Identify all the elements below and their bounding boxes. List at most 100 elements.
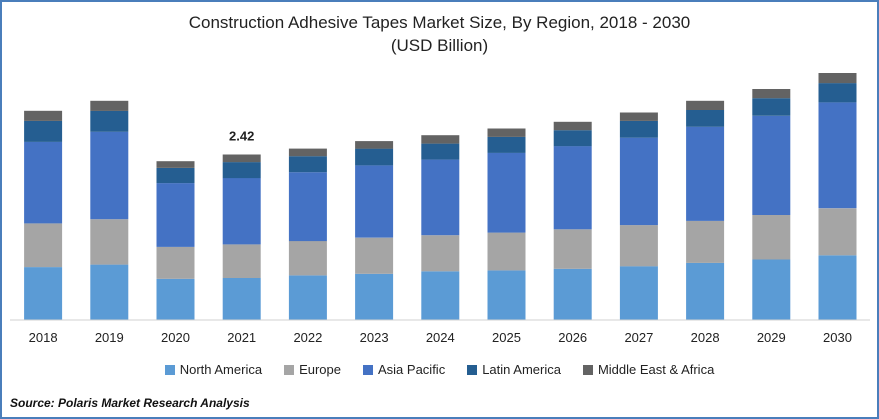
x-tick-label: 2025: [492, 330, 521, 345]
bar-segment: [288, 241, 327, 276]
bar-segment: [24, 110, 63, 121]
legend-item: North America: [164, 362, 263, 377]
x-tick-label: 2020: [161, 330, 190, 345]
bar-segment: [222, 178, 261, 245]
bar-segment: [487, 128, 526, 137]
x-tick-label: 2021: [227, 330, 256, 345]
bar-segment: [24, 223, 63, 268]
bar-segment: [818, 73, 857, 84]
bar-segment: [487, 136, 526, 153]
bar-segment: [752, 98, 791, 116]
x-tick-label: 2027: [624, 330, 653, 345]
bar-segment: [421, 235, 460, 272]
bar-segment: [686, 220, 725, 263]
bar-segment: [288, 275, 327, 320]
x-tick-label: 2022: [293, 330, 322, 345]
legend-item: Latin America: [467, 362, 561, 377]
legend-label: North America: [179, 362, 263, 377]
x-tick-label: 2024: [426, 330, 455, 345]
chart-legend: North America Europe Asia Pacific Latin Ame…: [2, 362, 877, 377]
legend-swatch: [582, 364, 593, 375]
bar-segment: [619, 266, 658, 320]
bar-segment: [222, 154, 261, 163]
bar-segment: [156, 168, 195, 184]
bar-segment: [818, 208, 857, 256]
bar-segment: [90, 219, 129, 265]
bar-segment: [90, 264, 129, 320]
bar-segment: [156, 246, 195, 279]
bar-segment: [686, 126, 725, 221]
bar-segment: [487, 232, 526, 271]
bar-segment: [818, 83, 857, 103]
bar-segment: [686, 262, 725, 320]
data-label: 2.42: [229, 129, 254, 144]
legend-item: Asia Pacific: [363, 362, 445, 377]
x-tick-label: 2030: [823, 330, 852, 345]
legend-label: Asia Pacific: [378, 362, 446, 377]
bar-segment: [752, 115, 791, 215]
bar-segment: [156, 278, 195, 320]
bar-segment: [288, 148, 327, 157]
bar-segment: [24, 141, 63, 224]
bar-segment: [355, 165, 394, 238]
bar-segment: [487, 270, 526, 320]
bar-segment: [421, 159, 460, 236]
bar-segment: [24, 120, 63, 142]
x-tick-label: 2026: [558, 330, 587, 345]
bar-segment: [90, 131, 129, 220]
bar-segment: [619, 225, 658, 267]
bar-segment: [355, 141, 394, 149]
x-tick-label: 2023: [360, 330, 389, 345]
bar-segment: [553, 130, 592, 147]
chart-plot: 2018 2019 2020 2021 2022 2023 2024 2025 2026 2027…: [10, 73, 870, 345]
bar-segment: [355, 148, 394, 166]
x-tick-label: 2019: [95, 330, 124, 345]
bar-segment: [222, 244, 261, 278]
chart-subtitle: (USD Billion): [390, 36, 489, 55]
legend-swatch: [363, 364, 373, 375]
bar-segment: [818, 102, 857, 209]
chart-title: Construction Adhesive Tapes Market Size,…: [188, 13, 691, 32]
bar-segment: [553, 146, 592, 230]
bar-segment: [421, 143, 460, 160]
bar-segment: [156, 161, 195, 168]
legend-swatch: [467, 364, 478, 375]
bar-segment: [90, 100, 129, 111]
legend-label: Europe: [299, 362, 341, 377]
legend-swatch: [164, 364, 175, 375]
bar-segment: [619, 112, 658, 121]
bar-segment: [222, 278, 261, 320]
bar-segment: [619, 120, 658, 138]
source-note: Source: Polaris Market Research Analysis: [10, 396, 250, 410]
bar-segment: [752, 259, 791, 320]
bar-segment: [818, 255, 857, 320]
legend-label: Latin America: [482, 362, 561, 377]
bar-segment: [90, 110, 129, 132]
legend-swatch: [284, 364, 295, 375]
bar-segment: [355, 237, 394, 274]
x-tick-label: 2028: [691, 330, 720, 345]
bar-segment: [355, 273, 394, 320]
bar-segment: [553, 121, 592, 131]
bar-segment: [421, 271, 460, 320]
bar-segment: [156, 183, 195, 247]
bar-segment: [288, 172, 327, 242]
bar-segment: [24, 267, 63, 320]
legend-item: Middle East & Africa: [582, 362, 715, 377]
x-tick-label: 2018: [29, 330, 58, 345]
bar-segment: [487, 152, 526, 233]
x-tick-label: 2029: [757, 330, 786, 345]
legend-item: Europe: [284, 362, 341, 377]
bar-segment: [553, 268, 592, 320]
bar-segment: [553, 229, 592, 269]
bar-segment: [752, 89, 791, 99]
bar-segment: [288, 156, 327, 173]
bar-segment: [686, 110, 725, 127]
bar-segment: [421, 135, 460, 144]
bar-segment: [752, 215, 791, 260]
bar-segment: [619, 137, 658, 226]
bar-segment: [686, 100, 725, 110]
legend-label: Middle East & Africa: [597, 362, 715, 377]
bar-segment: [222, 162, 261, 179]
